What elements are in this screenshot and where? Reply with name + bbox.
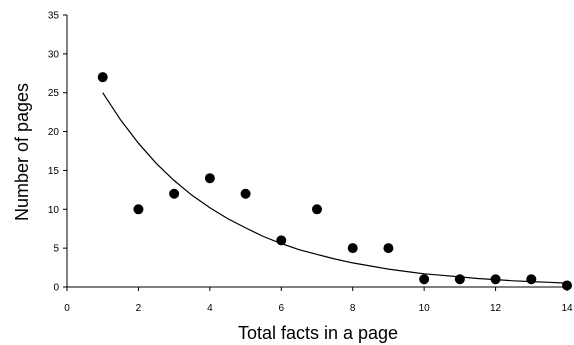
data-point (383, 243, 394, 254)
trend-line (102, 92, 568, 284)
x-tick-label: 10 (419, 303, 431, 314)
data-point (347, 243, 358, 254)
x-tick-label: 0 (64, 303, 70, 314)
x-tick-label: 2 (136, 303, 142, 314)
data-point (204, 173, 215, 184)
data-point (276, 235, 287, 246)
data-point (490, 274, 501, 285)
data-point (454, 274, 465, 285)
data-point (526, 274, 537, 285)
data-point (169, 188, 180, 199)
x-tick-label: 8 (350, 303, 356, 314)
data-point (562, 280, 572, 291)
data-point (133, 204, 144, 215)
y-tick-label: 35 (48, 11, 60, 22)
x-tick-label: 6 (279, 303, 285, 314)
y-tick-label: 10 (48, 205, 60, 216)
x-tick-label: 12 (490, 303, 502, 314)
y-tick-label: 25 (48, 88, 60, 99)
x-tick-label: 4 (207, 303, 213, 314)
y-tick-label: 30 (48, 49, 60, 60)
y-axis-title: Number of pages (12, 83, 32, 221)
y-tick-label: 0 (53, 283, 59, 294)
y-tick-label: 20 (48, 127, 60, 138)
x-axis-title: Total facts in a page (238, 323, 398, 343)
data-point (312, 204, 322, 215)
data-point (419, 274, 430, 285)
y-tick-label: 15 (48, 166, 60, 177)
y-tick-label: 5 (53, 244, 59, 255)
plot-area: 0 5 10 15 20 25 30 35 0 2 4 6 8 10 12 14 (48, 11, 573, 315)
x-tick-label: 14 (561, 303, 573, 314)
data-point (240, 188, 251, 199)
data-point (97, 72, 108, 83)
